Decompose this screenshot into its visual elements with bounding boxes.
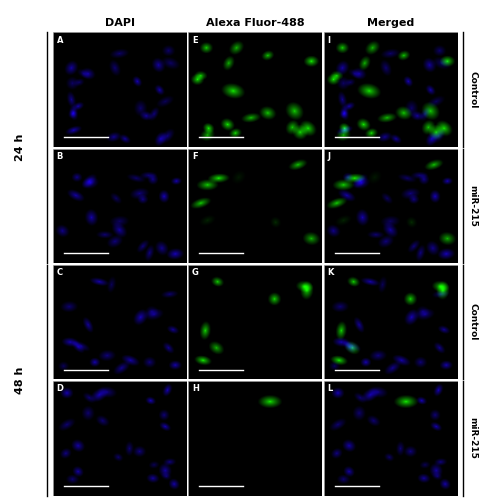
Text: J: J (328, 152, 330, 161)
Text: L: L (328, 384, 333, 393)
Text: E: E (192, 36, 198, 45)
Text: Merged: Merged (367, 18, 414, 28)
Text: G: G (192, 268, 199, 277)
Text: B: B (56, 152, 63, 161)
Text: K: K (328, 268, 334, 277)
Text: Alexa Fluor-488: Alexa Fluor-488 (206, 18, 304, 28)
Text: I: I (328, 36, 330, 45)
Text: Control: Control (468, 303, 477, 341)
Text: Control: Control (468, 71, 477, 109)
Text: miR-215: miR-215 (468, 185, 477, 227)
Text: C: C (56, 268, 62, 277)
Text: D: D (56, 384, 64, 393)
Text: miR-215: miR-215 (468, 417, 477, 459)
Text: DAPI: DAPI (104, 18, 134, 28)
Text: 24 h: 24 h (15, 134, 25, 161)
Text: H: H (192, 384, 199, 393)
Text: A: A (56, 36, 63, 45)
Text: 48 h: 48 h (15, 367, 25, 394)
Text: F: F (192, 152, 198, 161)
